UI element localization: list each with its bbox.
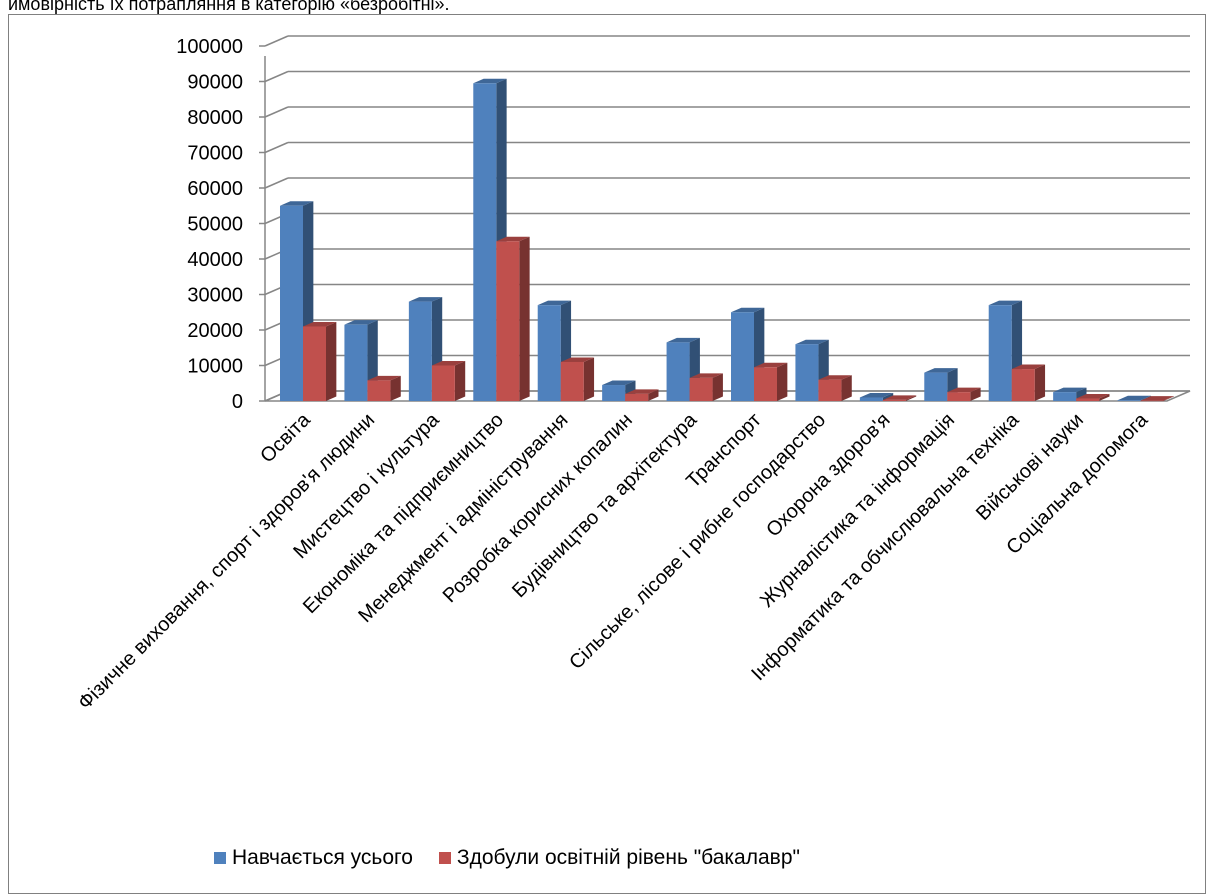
legend: Навчається усього Здобули освітній рівен… xyxy=(214,846,826,870)
caption-line: ймовірність їх потрапляння в категорію «… xyxy=(8,0,450,14)
legend-label-series-1: Навчається усього xyxy=(232,846,413,869)
y-tick-label: 30000 xyxy=(187,285,243,307)
bar-2-11 xyxy=(947,387,981,401)
bar-2-14 xyxy=(1140,396,1174,402)
legend-swatch-series-1 xyxy=(214,852,226,864)
gridline-diagonal xyxy=(264,35,289,47)
chart-frame xyxy=(8,14,1206,894)
y-tick-label: 0 xyxy=(232,391,243,413)
bar-2-12 xyxy=(1011,364,1046,401)
gridline-diagonal xyxy=(264,70,289,83)
bar-2-6 xyxy=(625,389,659,401)
bar-2-9 xyxy=(818,375,852,401)
legend-item-series-2: Здобули освітній рівень "бакалавр" xyxy=(438,846,800,870)
legend-label-series-2: Здобули освітній рівень "бакалавр" xyxy=(456,846,800,869)
bar-2-10 xyxy=(882,395,917,401)
y-tick-label: 10000 xyxy=(187,356,243,378)
bar-2-4 xyxy=(496,236,530,401)
y-tick-label: 80000 xyxy=(187,107,243,129)
y-tick-label: 70000 xyxy=(187,143,243,165)
gridlines xyxy=(259,35,1191,402)
bar-2-13 xyxy=(1076,394,1110,401)
bar-1-11 xyxy=(924,368,958,401)
y-tick-label: 100000 xyxy=(176,36,243,58)
bar-2-8 xyxy=(754,362,788,401)
chart-floor xyxy=(264,390,1191,402)
y-axis-tick-labels: 0 10000 20000 30000 40000 50000 60000 70000 8000… xyxy=(176,36,243,413)
legend-item-series-1: Навчається усього xyxy=(214,846,413,870)
gridline-diagonal xyxy=(264,177,289,189)
bar-2-2 xyxy=(367,375,401,401)
gridline-diagonal xyxy=(264,106,289,118)
y-tick-label: 60000 xyxy=(187,178,243,200)
y-tick-label: 90000 xyxy=(187,72,243,94)
y-tick-label: 40000 xyxy=(187,249,243,271)
x-tick-label: Освіта xyxy=(256,408,315,467)
legend-swatch-series-2 xyxy=(438,852,451,864)
bar-2-3 xyxy=(431,361,466,401)
x-tick-label: Фізичне виховання, спорт і здоров'я люди… xyxy=(74,409,379,714)
bars xyxy=(280,78,1174,402)
gridline-diagonal xyxy=(264,141,289,154)
y-tick-label: 50000 xyxy=(187,214,243,236)
y-tick-label: 20000 xyxy=(187,320,243,342)
bar-2-7 xyxy=(689,373,723,401)
bar-2-5 xyxy=(560,357,595,401)
bar-2-1 xyxy=(303,321,337,401)
x-tick-label: Охорона здоров'я xyxy=(762,409,894,541)
